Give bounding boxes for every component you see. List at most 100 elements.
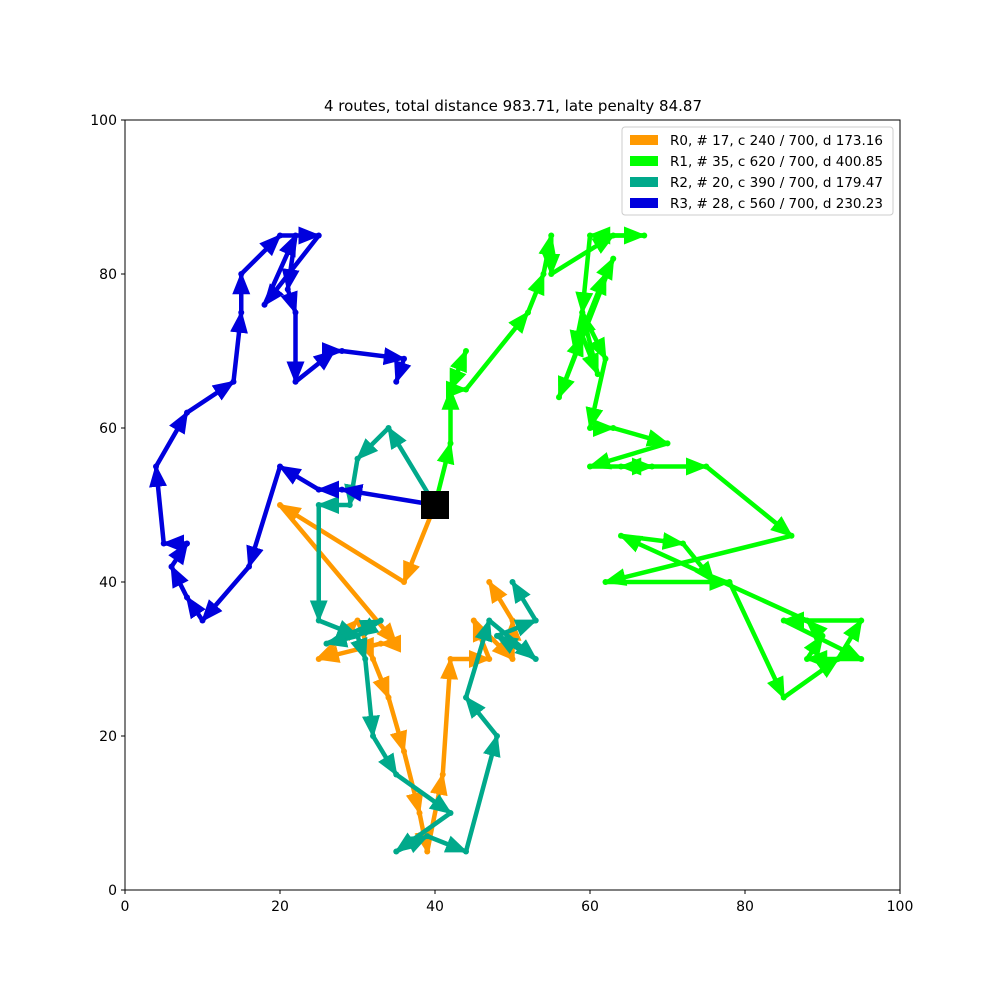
customer-point (277, 502, 283, 508)
route-segment (394, 833, 430, 854)
customer-point (548, 271, 555, 277)
x-tick-label: 80 (736, 899, 754, 915)
customer-point (292, 232, 299, 239)
customer-point (377, 617, 384, 624)
customer-point (277, 232, 283, 239)
legend: R0, # 17, c 240 / 700, d 173.16 R1, # 35,… (621, 126, 894, 216)
route-segment (149, 464, 167, 546)
customer-point (587, 232, 593, 239)
y-tick-label: 20 (99, 729, 117, 745)
route-segment (487, 579, 515, 623)
customer-point (416, 810, 423, 816)
customer-point (587, 425, 593, 431)
customer-point (362, 656, 369, 662)
customer-point (393, 848, 400, 855)
legend-label: R1, # 35, c 620 / 700, d 400.85 (670, 154, 883, 170)
route-segment (575, 233, 594, 315)
x-tick-label: 20 (271, 899, 289, 915)
customer-point (602, 579, 609, 585)
x-tick-label: 60 (581, 899, 599, 915)
customer-point (463, 694, 469, 701)
plot-frame (124, 119, 901, 891)
route-segment (293, 348, 337, 385)
customer-point (610, 255, 617, 262)
customer-point (804, 617, 810, 624)
y-tick-label: 80 (99, 267, 117, 283)
customer-point (664, 440, 671, 447)
route-segment (184, 379, 236, 415)
route-segment (463, 618, 493, 700)
route-segment (440, 656, 459, 777)
legend-label: R3, # 28, c 560 / 700, d 230.23 (670, 196, 883, 212)
route-3 (149, 226, 438, 624)
route-segment (603, 533, 794, 586)
route-segment (153, 410, 190, 469)
customer-point (858, 617, 865, 624)
customer-point (540, 271, 547, 277)
customer-point (354, 617, 361, 624)
customer-point (230, 378, 237, 385)
customer-point (579, 332, 586, 339)
customer-point (509, 579, 516, 585)
route-segment (463, 695, 500, 739)
route-segment (370, 733, 399, 777)
route-1 (432, 226, 865, 701)
customer-point (548, 232, 555, 239)
customer-point (385, 694, 392, 701)
route-2 (309, 425, 539, 855)
route-segment (618, 533, 810, 623)
customer-point (184, 409, 190, 416)
customer-point (315, 232, 322, 239)
route-segment (168, 541, 190, 569)
route-segment (618, 532, 686, 550)
customer-point (858, 656, 865, 662)
customer-point (261, 301, 268, 308)
route-segment (394, 772, 453, 816)
route-segment (350, 633, 368, 662)
customer-point (486, 579, 493, 585)
customer-point (370, 733, 376, 739)
route-segment (355, 617, 383, 639)
route-segment (585, 356, 608, 431)
customer-point (532, 656, 539, 662)
y-tick-label: 40 (99, 575, 117, 591)
route-segment (494, 633, 538, 662)
route-segment (510, 579, 538, 623)
route-segment (386, 695, 408, 754)
depot-marker (421, 491, 449, 519)
customer-point (804, 656, 810, 662)
customer-point (618, 463, 624, 470)
route-segment (262, 233, 298, 308)
customer-point (649, 463, 655, 470)
customer-point (571, 348, 578, 354)
customer-point (641, 232, 648, 239)
customer-point (532, 617, 539, 624)
customer-point (199, 617, 206, 624)
customer-point (486, 656, 493, 662)
customer-point (711, 579, 717, 585)
y-tick-label: 100 (90, 113, 117, 129)
route-segment (549, 233, 616, 277)
route-segment (246, 464, 283, 569)
legend-label: R0, # 17, c 240 / 700, d 173.16 (670, 133, 883, 149)
customer-point (315, 486, 322, 493)
route-segment (611, 425, 670, 447)
route-segment (727, 579, 786, 700)
customer-point (424, 848, 431, 855)
customer-point (331, 348, 338, 354)
customer-point (780, 694, 787, 701)
route-segment (494, 618, 538, 639)
customer-point (346, 502, 353, 508)
customer-point (494, 733, 500, 739)
route-segment (355, 425, 391, 462)
customer-point (439, 771, 446, 778)
customer-point (168, 563, 175, 570)
customer-point (277, 463, 283, 470)
customer-point (238, 271, 245, 277)
customer-point (184, 540, 190, 547)
x-tick-label: 0 (121, 899, 130, 915)
route-segment (200, 564, 252, 623)
customer-point (509, 617, 516, 624)
